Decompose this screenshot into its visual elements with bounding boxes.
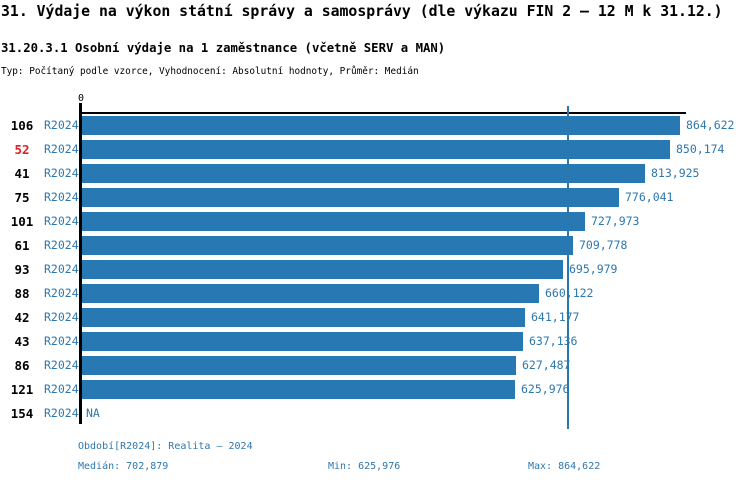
bar-value-label: 695,979 — [569, 262, 618, 276]
median-stat: Medián: 702,879 — [78, 461, 169, 472]
max-stat: Max: 864,622 — [528, 461, 601, 472]
x-axis-line — [79, 112, 686, 114]
row-period-label: R2024 — [44, 238, 79, 252]
bar-value-label: 625,976 — [521, 382, 570, 396]
chart-meta-line: Typ: Počítaný podle vzorce, Vyhodnocení:… — [1, 66, 419, 77]
bar-value-label: 637,136 — [529, 334, 578, 348]
row-rank-label: 101 — [10, 214, 34, 229]
chart-row: 75 R2024 776,041 — [0, 188, 750, 207]
bar — [82, 116, 680, 135]
row-rank-label: 42 — [14, 310, 30, 325]
bar — [82, 332, 523, 351]
bar — [82, 164, 645, 183]
row-period-label: R2024 — [44, 358, 79, 372]
bar-value-label: 709,778 — [579, 238, 628, 252]
chart-row: 41 R2024 813,925 — [0, 164, 750, 183]
row-rank-label: 154 — [10, 406, 34, 421]
bar-value-label: 727,973 — [591, 214, 640, 228]
row-rank-label: 43 — [14, 334, 30, 349]
chart-row: 154 R2024 NA — [0, 404, 750, 423]
row-rank-label: 75 — [14, 190, 30, 205]
report-title: 31. Výdaje na výkon státní správy a samo… — [1, 3, 723, 20]
chart-row: 86 R2024 627,487 — [0, 356, 750, 375]
bar-value-label: 627,487 — [522, 358, 571, 372]
row-period-label: R2024 — [44, 382, 79, 396]
row-period-label: R2024 — [44, 406, 79, 420]
row-rank-label: 52 — [14, 142, 30, 157]
bar-value-label: 660,122 — [545, 286, 594, 300]
chart-row: 101 R2024 727,973 — [0, 212, 750, 231]
bar — [82, 236, 573, 255]
chart-row: 61 R2024 709,778 — [0, 236, 750, 255]
bar-value-label: 641,177 — [531, 310, 580, 324]
row-rank-label: 86 — [14, 358, 30, 373]
row-period-label: R2024 — [44, 334, 79, 348]
bar-value-label: 850,174 — [676, 142, 725, 156]
row-rank-label: 88 — [14, 286, 30, 301]
row-period-label: R2024 — [44, 214, 79, 228]
chart-row: 42 R2024 641,177 — [0, 308, 750, 327]
bar — [82, 140, 670, 159]
row-rank-label: 61 — [14, 238, 30, 253]
bar — [82, 380, 515, 399]
row-rank-label: 106 — [10, 118, 34, 133]
row-period-label: R2024 — [44, 190, 79, 204]
indicator-title: 31.20.3.1 Osobní výdaje na 1 zaměstnance… — [1, 41, 446, 55]
y-axis-line — [79, 103, 82, 424]
bar — [82, 260, 563, 279]
chart-row: 93 R2024 695,979 — [0, 260, 750, 279]
median-line — [567, 106, 569, 429]
row-period-label: R2024 — [44, 286, 79, 300]
chart-row: 52 R2024 850,174 — [0, 140, 750, 159]
row-period-label: R2024 — [44, 166, 79, 180]
bar-value-label: 813,925 — [651, 166, 700, 180]
chart-row: 121 R2024 625,976 — [0, 380, 750, 399]
bar — [82, 308, 525, 327]
bar-value-label: 776,041 — [625, 190, 674, 204]
min-stat: Min: 625,976 — [328, 461, 401, 472]
period-legend: Období[R2024]: Realita – 2024 — [78, 441, 253, 452]
chart-row: 43 R2024 637,136 — [0, 332, 750, 351]
row-period-label: R2024 — [44, 142, 79, 156]
bar — [82, 188, 619, 207]
row-period-label: R2024 — [44, 310, 79, 324]
row-period-label: R2024 — [44, 118, 79, 132]
chart-row: 88 R2024 660,122 — [0, 284, 750, 303]
bar-value-label: NA — [86, 406, 100, 420]
x-axis-zero-tick-label: 0 — [77, 93, 85, 104]
row-rank-label: 93 — [14, 262, 30, 277]
bar — [82, 212, 585, 231]
row-rank-label: 121 — [10, 382, 34, 397]
bar — [82, 284, 539, 303]
bar-value-label: 864,622 — [686, 118, 735, 132]
chart-row: 106 R2024 864,622 — [0, 116, 750, 135]
bar — [82, 356, 516, 375]
row-rank-label: 41 — [14, 166, 30, 181]
row-period-label: R2024 — [44, 262, 79, 276]
